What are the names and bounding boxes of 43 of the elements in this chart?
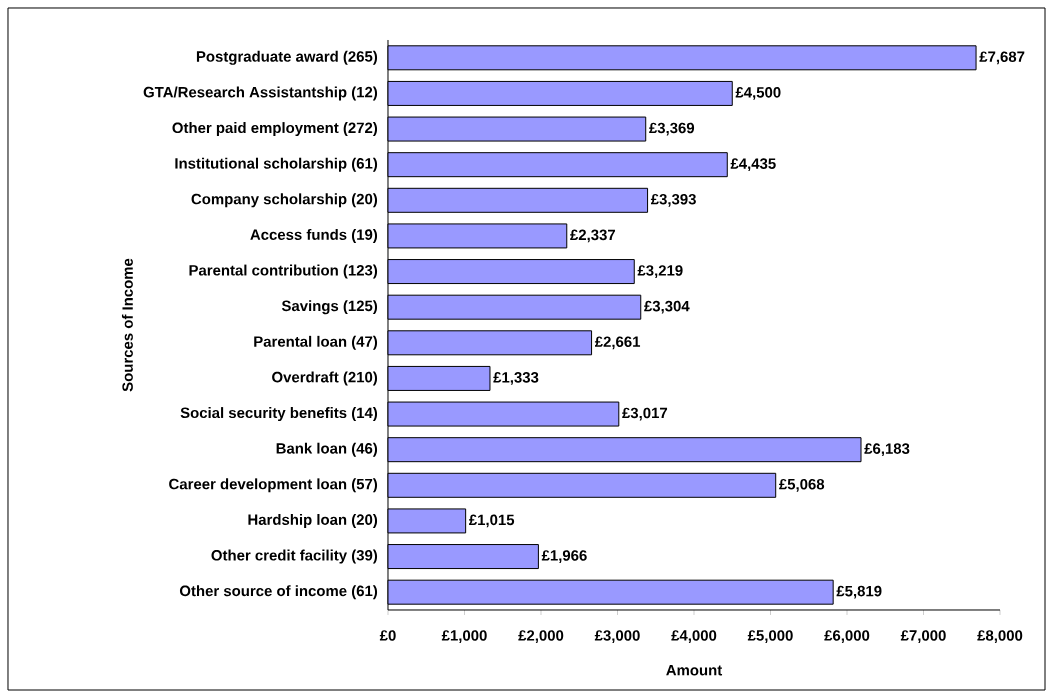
data-label: £3,369 — [649, 122, 695, 136]
x-tick-label: £6,000 — [824, 630, 870, 643]
data-label: £1,333 — [493, 372, 539, 385]
x-tick-label: £3,000 — [594, 630, 640, 643]
data-label: £2,661 — [594, 336, 641, 350]
data-label: £3,304 — [644, 300, 690, 314]
y-tick-label: Company scholarship (20) — [191, 193, 378, 208]
y-tick-label: GTA/Research Assistantship (12) — [143, 86, 378, 101]
y-tick-label: Postgraduate award (265) — [196, 50, 378, 65]
y-tick-label: Bank loan (46) — [276, 442, 378, 457]
data-label: £3,017 — [622, 407, 668, 421]
y-tick-label: Savings (125) — [281, 300, 378, 315]
y-tick-label: Other paid employment (272) — [172, 122, 378, 137]
x-tick-label: £1,000 — [441, 630, 487, 643]
y-tick-label: Social security benefits (14) — [180, 407, 378, 422]
data-label: £4,435 — [730, 158, 776, 172]
x-tick-label: £4,000 — [671, 630, 717, 643]
y-tick-label: Hardship loan (20) — [248, 513, 378, 528]
x-tick-label: £7,000 — [900, 630, 946, 643]
y-tick-label: Other credit facility (39) — [211, 549, 378, 564]
data-label: £7,687 — [979, 51, 1025, 65]
data-label: £1,966 — [541, 550, 587, 563]
data-label: £3,219 — [637, 265, 683, 278]
y-tick-label: Parental contribution (123) — [189, 264, 378, 279]
x-tick-label: £0 — [379, 630, 396, 641]
data-label: £5,819 — [836, 585, 882, 599]
y-tick-label: Other source of income (61) — [179, 585, 378, 600]
data-label: £4,500 — [735, 87, 781, 100]
y-tick-label: Overdraft (210) — [272, 371, 378, 386]
x-tick-label: £2,000 — [518, 630, 564, 643]
x-tick-label: £5,000 — [747, 630, 793, 643]
x-axis-title: Amount — [666, 665, 723, 676]
y-axis-title: Sources of Income — [121, 258, 133, 392]
data-label: £1,015 — [469, 514, 515, 528]
data-label: £3,393 — [650, 193, 696, 207]
data-label: £6,183 — [864, 443, 910, 457]
data-label: £5,068 — [779, 478, 825, 492]
y-tick-label: Parental loan (47) — [254, 335, 378, 350]
x-tick-label: £8,000 — [977, 630, 1023, 643]
data-label: £2,337 — [570, 229, 616, 243]
y-tick-label: Career development loan (57) — [169, 478, 378, 493]
y-tick-label: Access funds (19) — [250, 228, 378, 243]
y-tick-label: Institutional scholarship (61) — [175, 157, 378, 172]
